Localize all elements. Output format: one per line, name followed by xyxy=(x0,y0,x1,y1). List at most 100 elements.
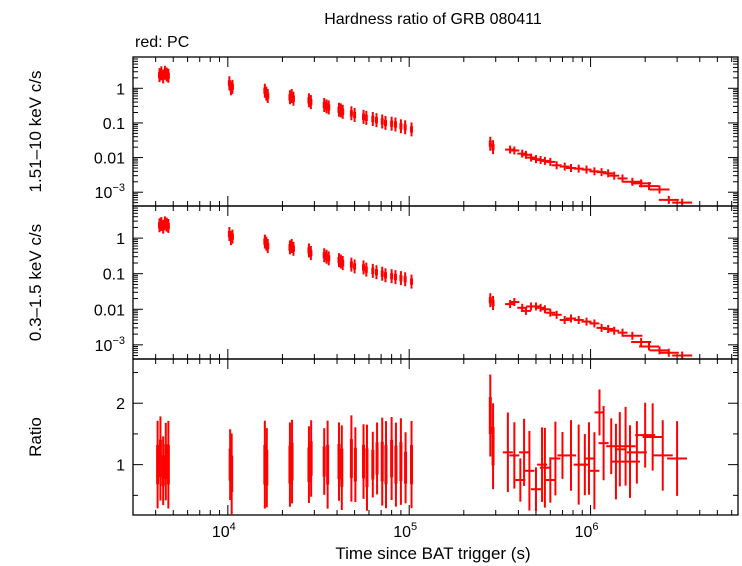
data-point xyxy=(559,162,570,171)
point-marker xyxy=(380,441,384,482)
data-point xyxy=(565,314,576,323)
data-point xyxy=(550,421,561,496)
data-point xyxy=(309,95,313,110)
point-marker xyxy=(362,113,366,120)
point-marker xyxy=(288,244,292,251)
data-point xyxy=(341,255,345,270)
point-marker xyxy=(165,221,169,228)
point-marker xyxy=(364,266,368,273)
point-marker xyxy=(339,107,343,114)
point-marker xyxy=(228,448,232,481)
point-marker xyxy=(158,222,162,229)
data-point xyxy=(509,422,520,489)
y-axis-label: Ratio xyxy=(26,417,45,457)
point-marker xyxy=(230,455,234,493)
data-point xyxy=(393,270,397,285)
point-marker xyxy=(156,444,160,485)
data-point xyxy=(230,229,234,244)
data-point xyxy=(581,317,592,326)
y-tick-label: 0.1 xyxy=(103,267,125,284)
point-marker xyxy=(488,397,492,434)
point-marker xyxy=(229,234,233,242)
point-marker xyxy=(266,242,270,250)
point-marker xyxy=(383,119,387,127)
data-series-ratio xyxy=(156,374,688,515)
data-point xyxy=(230,433,234,515)
point-marker xyxy=(325,253,329,260)
data-point xyxy=(383,115,387,130)
point-marker xyxy=(383,272,387,279)
point-marker xyxy=(230,233,234,240)
point-marker xyxy=(488,297,492,304)
data-point xyxy=(399,119,403,134)
data-point xyxy=(652,420,673,491)
data-point xyxy=(322,428,326,495)
data-point xyxy=(390,269,394,284)
data-point xyxy=(364,262,368,277)
point-marker xyxy=(337,443,341,480)
point-marker xyxy=(399,442,403,482)
point-marker xyxy=(307,97,311,104)
data-point xyxy=(524,431,535,511)
point-marker xyxy=(491,426,495,466)
data-point xyxy=(341,104,345,119)
data-point xyxy=(559,315,570,324)
data-point xyxy=(362,260,366,275)
data-point xyxy=(596,323,607,332)
data-point xyxy=(353,107,357,122)
data-point xyxy=(639,182,660,191)
data-point xyxy=(291,241,295,256)
point-marker xyxy=(410,126,414,133)
data-point xyxy=(327,100,331,115)
point-marker xyxy=(266,92,270,100)
data-point xyxy=(658,348,679,357)
data-point xyxy=(609,171,620,180)
legend-note: red: PC xyxy=(135,34,189,51)
data-point xyxy=(290,419,294,504)
point-marker xyxy=(399,123,403,130)
point-marker xyxy=(322,446,326,477)
data-point xyxy=(565,420,576,491)
data-point xyxy=(583,422,594,495)
point-marker xyxy=(371,449,375,480)
point-marker xyxy=(349,439,353,478)
data-point xyxy=(614,412,625,487)
point-marker xyxy=(158,439,162,478)
data-point xyxy=(609,326,620,335)
data-point xyxy=(380,114,384,129)
data-point xyxy=(399,418,403,505)
point-marker xyxy=(341,108,345,115)
data-point xyxy=(390,416,394,500)
point-marker xyxy=(327,104,331,111)
data-point xyxy=(672,351,693,360)
data-point xyxy=(667,421,688,496)
point-marker xyxy=(327,255,331,262)
data-point xyxy=(394,422,398,507)
data-point xyxy=(403,120,407,135)
data-point xyxy=(622,177,643,186)
data-point xyxy=(403,272,407,287)
data-point xyxy=(539,427,550,508)
data-point xyxy=(371,111,375,126)
data-point xyxy=(364,110,368,125)
data-point xyxy=(374,113,378,128)
data-point xyxy=(362,109,366,124)
data-point xyxy=(166,218,170,233)
data-point xyxy=(519,418,530,486)
data-point xyxy=(166,420,170,509)
data-point xyxy=(672,198,693,207)
data-point xyxy=(349,257,353,272)
point-marker xyxy=(403,276,407,283)
point-marker xyxy=(393,121,397,128)
data-point xyxy=(596,168,607,177)
data-point xyxy=(545,308,556,317)
data-point xyxy=(615,406,636,486)
point-marker xyxy=(353,447,357,482)
data-point xyxy=(404,432,408,504)
point-marker xyxy=(371,267,375,275)
point-marker xyxy=(374,269,378,276)
point-marker xyxy=(161,223,165,230)
point-marker xyxy=(159,220,163,228)
point-marker xyxy=(384,445,388,485)
point-marker xyxy=(393,273,397,281)
